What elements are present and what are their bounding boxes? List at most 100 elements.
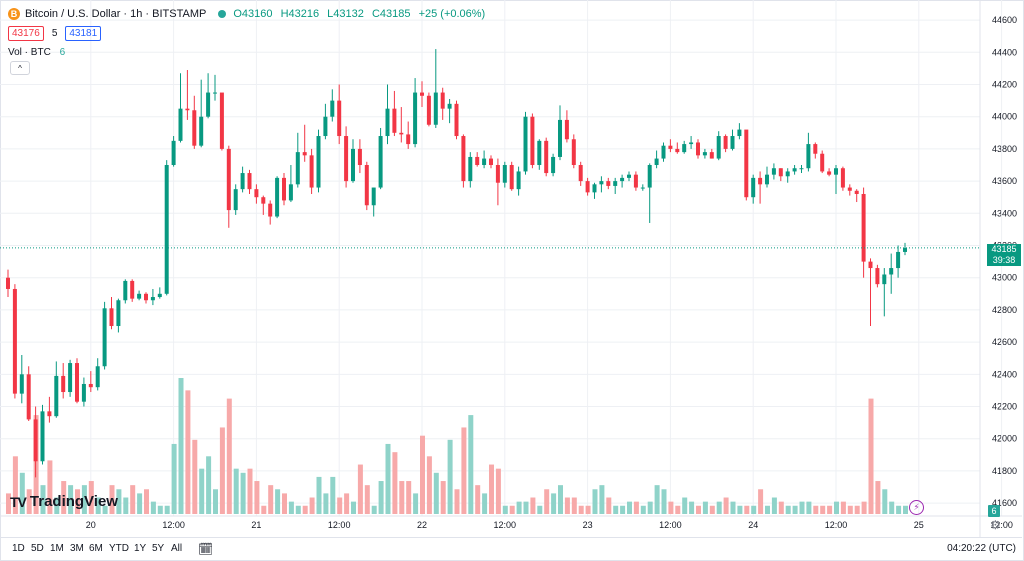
candle-body [799, 168, 804, 170]
timeframe-3m[interactable]: 3M [70, 543, 84, 554]
volume-bar [461, 427, 467, 514]
volume-bar [489, 464, 494, 514]
volume-bar [413, 493, 419, 514]
candle-body [537, 140, 542, 166]
volume-bar [778, 501, 784, 514]
ohlc-values: O43160 H43216 L43132 C43185 +25 (+0.06%) [233, 8, 490, 20]
candle-body [364, 165, 369, 206]
candle-body [620, 177, 625, 182]
volume-bar [785, 505, 791, 514]
y-tick-label: 42000 [992, 434, 1017, 444]
volume-bar [406, 481, 412, 514]
timeframe-6m[interactable]: 6M [89, 543, 103, 554]
candle-body [392, 108, 397, 133]
candle-body [219, 92, 224, 149]
volume-bar [420, 435, 425, 514]
volume-bar [661, 489, 667, 514]
calendar-icon[interactable]: 🗓 [198, 542, 214, 556]
timeframe-1m[interactable]: 1M [50, 543, 64, 554]
volume-bar [551, 493, 557, 514]
volume-bar [282, 493, 287, 514]
volume-bar [633, 501, 639, 514]
candle-body [868, 261, 873, 269]
volume-bar [709, 505, 715, 514]
volume-bar [316, 476, 322, 514]
candle-body [564, 119, 569, 140]
volume-bar [875, 481, 881, 514]
volume-bar [447, 439, 453, 514]
sell-price-button[interactable]: 43176 [8, 26, 44, 41]
collapse-legend-button[interactable]: ^ [10, 61, 30, 75]
candle-body [447, 103, 452, 109]
volume-bar [199, 468, 205, 514]
volume-bar [558, 485, 563, 514]
volume-bar [585, 505, 591, 514]
candle-body [765, 174, 769, 185]
volume-bar [475, 485, 481, 514]
bar-countdown: 39:38 [992, 255, 1016, 265]
candle-body [282, 177, 286, 201]
volume-bar [40, 485, 46, 514]
candle-body [406, 134, 411, 145]
timeframe-ytd[interactable]: YTD [109, 543, 129, 554]
timeframe-all[interactable]: All [171, 543, 183, 554]
candle-body [495, 165, 500, 183]
y-tick-label: 43400 [992, 208, 1017, 218]
gear-icon[interactable]: ⚙ [990, 518, 1001, 532]
candle-body [413, 92, 418, 145]
volume-bar [206, 456, 212, 514]
candle-body [571, 139, 576, 166]
timeframe-1d[interactable]: 1D [12, 543, 25, 554]
volume-bar [599, 485, 605, 514]
y-tick-label: 43800 [992, 144, 1017, 154]
y-tick-label: 43000 [992, 273, 1017, 283]
timeframe-5y[interactable]: 5Y [152, 543, 165, 554]
volume-bar [765, 505, 770, 514]
volume-bar [716, 501, 722, 514]
volume-bar [192, 439, 198, 514]
candle-body [371, 187, 376, 206]
y-tick-label: 42800 [992, 305, 1017, 315]
volume-bar [696, 505, 701, 514]
y-tick-label: 42600 [992, 337, 1017, 347]
symbol-title[interactable]: Bitcoin / U.S. Dollar · 1h · BITSTAMP [25, 8, 207, 20]
lightning-icon[interactable]: ⚡ [909, 500, 924, 515]
x-tick-label: 12:00 [825, 520, 848, 530]
timeframe-1y[interactable]: 1Y [134, 543, 147, 554]
trade-buttons: 43176 5 43181 [8, 26, 102, 41]
volume-bar [882, 489, 888, 514]
y-tick-label: 41800 [992, 466, 1017, 476]
candle-body [6, 277, 10, 289]
utc-clock[interactable]: 04:20:22 (UTC) [947, 543, 1016, 554]
candle-body [433, 92, 438, 125]
volume-bar [116, 489, 122, 514]
candle-body [337, 100, 342, 137]
candle-body [351, 148, 355, 182]
volume-bar [737, 505, 743, 514]
candle-body [661, 145, 666, 159]
x-tick-label: 23 [583, 520, 593, 530]
candle-body [399, 132, 404, 135]
candle-body [302, 152, 307, 156]
candle-body [123, 280, 128, 301]
candle-body [792, 168, 797, 172]
volume-bar [330, 476, 336, 514]
candlestick-chart[interactable]: 4460044400442004400043800436004340043200… [0, 0, 1024, 537]
chevron-up-icon: ^ [18, 63, 22, 73]
y-tick-label: 41600 [992, 498, 1017, 508]
y-tick-label: 44000 [992, 112, 1017, 122]
volume-bar [26, 489, 32, 514]
candle-body [440, 92, 445, 109]
volume-bar [440, 481, 446, 514]
timeframe-5d[interactable]: 5D [31, 543, 44, 554]
volume-bar [261, 505, 267, 514]
candle-body [751, 177, 756, 198]
tradingview-logo[interactable]: TV TradingView [10, 493, 118, 510]
candle-body [47, 411, 52, 417]
candle-body [95, 366, 100, 388]
candle-body [385, 108, 390, 137]
volume-bar [571, 497, 577, 514]
candle-body [896, 251, 901, 269]
buy-price-button[interactable]: 43181 [65, 26, 102, 41]
candle-body [675, 148, 680, 153]
